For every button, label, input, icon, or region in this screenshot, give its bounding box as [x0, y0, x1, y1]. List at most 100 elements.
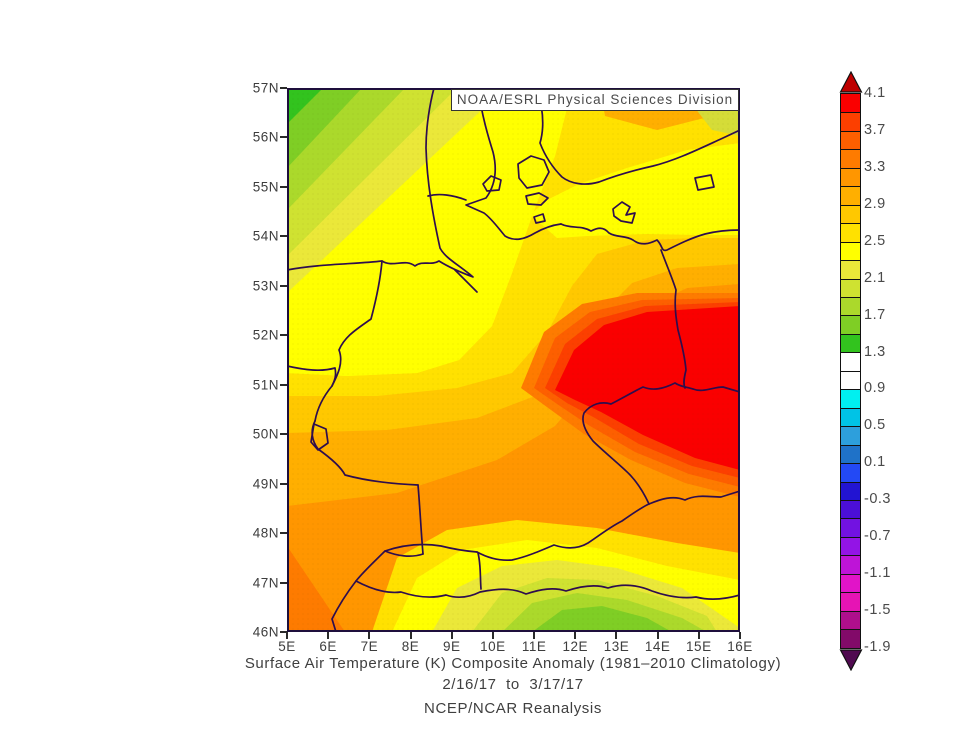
lat-tick-mark: [280, 482, 287, 485]
lat-tick-label: 46N: [252, 624, 279, 640]
colorbar-cell: [841, 592, 860, 611]
colorbar-cell: [841, 444, 860, 464]
colorbar-label: 0.9: [864, 380, 886, 397]
colorbar-cell: [841, 167, 860, 187]
border-ch-de-border: [384, 543, 478, 553]
lat-tick-label: 50N: [252, 426, 279, 442]
attribution-box: NOAA/ESRL Physical Sciences Division: [451, 89, 739, 111]
lon-tick-label: 16E: [727, 639, 753, 654]
border-oder-de-pl-border: [660, 249, 687, 389]
colorbar-cells: [840, 93, 861, 649]
lat-tick-mark: [280, 631, 287, 633]
colorbar-arrow-up: [839, 71, 862, 93]
lat-tick-mark: [280, 433, 287, 436]
colorbar-cell: [841, 130, 860, 150]
lon-tick-mark: [450, 632, 453, 639]
border-cz-at-border: [648, 490, 741, 505]
lon-tick-label: 8E: [401, 639, 420, 654]
lat-tick-label: 56N: [252, 129, 279, 145]
colorbar-label: 1.3: [864, 343, 886, 360]
border-sweden-coast: [536, 87, 741, 185]
colorbar-label: -1.1: [864, 565, 891, 582]
attribution-label: NOAA/ESRL Physical Sciences Division: [456, 92, 734, 107]
lon-tick-mark: [697, 632, 700, 639]
colorbar-label: -1.5: [864, 602, 891, 619]
colorbar-cell: [841, 463, 860, 482]
colorbar-cell: [841, 629, 860, 648]
border-de-cz-border: [582, 382, 694, 505]
colorbar-cell: [841, 260, 860, 279]
border-zealand-island: [517, 155, 550, 189]
colorbar-label: 3.3: [864, 158, 886, 175]
lat-tick-label: 47N: [252, 575, 279, 591]
lon-tick-label: 5E: [278, 639, 296, 654]
lon-tick-mark: [491, 632, 494, 639]
lat-tick-mark: [280, 185, 287, 188]
lon-tick-mark: [368, 632, 371, 639]
lon-tick-mark: [656, 632, 659, 639]
border-elbe-river: [454, 269, 478, 293]
lat-tick-mark: [280, 581, 287, 584]
border-ruegen-island: [612, 201, 636, 224]
border-lux-border: [310, 423, 329, 451]
lat-tick-label: 55N: [252, 179, 279, 195]
colorbar-label: -0.7: [864, 528, 891, 545]
border-cz-pl-border: [692, 386, 741, 393]
colorbar-cell: [841, 315, 860, 334]
chart-source: NCEP/NCAR Reanalysis: [424, 700, 602, 717]
colorbar-cell: [841, 241, 860, 261]
border-be-nl-border: [286, 365, 337, 387]
lat-tick-label: 51N: [252, 377, 279, 393]
colorbar-label: -0.3: [864, 491, 891, 508]
colorbar-cell: [841, 278, 860, 297]
colorbar-cell: [841, 610, 860, 630]
border-dk-de-border: [427, 193, 467, 201]
lon-tick-label: 7E: [360, 639, 379, 654]
lon-tick-label: 11E: [521, 639, 547, 654]
colorbar-label: 0.1: [864, 454, 886, 471]
border-fehmarn-island: [533, 213, 546, 224]
colorbar-cell: [841, 407, 860, 427]
chart-date-range: 2/16/17 to 3/17/17: [442, 676, 584, 693]
colorbar-cell: [841, 370, 860, 390]
border-funen-island: [482, 175, 502, 192]
colorbar-cell: [841, 573, 860, 593]
lat-tick-mark: [280, 136, 287, 139]
colorbar-arrow-down: [839, 648, 862, 671]
colorbar-label: 2.9: [864, 195, 886, 212]
map-canvas: [286, 87, 741, 633]
border-be-lux-fr-de-border: [311, 420, 419, 486]
lon-tick-label: 10E: [480, 639, 506, 654]
border-jutland-east-coast: [465, 87, 562, 241]
colorbar-cell: [841, 186, 860, 205]
lat-tick-mark: [280, 87, 287, 89]
lon-tick-mark: [615, 632, 618, 639]
lon-tick-mark: [574, 632, 577, 639]
lat-tick-label: 54N: [252, 228, 279, 244]
colorbar-label: -1.9: [864, 639, 891, 655]
border-bornholm-island: [694, 174, 715, 191]
border-alps-south-border: [355, 580, 741, 601]
colorbar-label: 2.1: [864, 269, 886, 286]
border-lolland-island: [525, 192, 549, 206]
lon-tick-mark: [409, 632, 412, 639]
lat-tick-mark: [280, 532, 287, 535]
lat-tick-mark: [280, 383, 287, 386]
colorbar-cell: [841, 352, 860, 371]
lon-tick-label: 14E: [644, 639, 671, 654]
border-rhine-fr-de-border: [417, 484, 424, 555]
colorbar-cell: [841, 94, 860, 113]
lat-tick-label: 48N: [252, 525, 279, 541]
chart-title: Surface Air Temperature (K) Composite An…: [244, 655, 782, 672]
lat-tick-mark: [280, 334, 287, 337]
colorbar-cell: [841, 426, 860, 445]
colorbar-label: 3.7: [864, 121, 886, 138]
lon-tick-label: 15E: [686, 639, 712, 654]
lon-tick-mark: [327, 632, 330, 639]
colorbar-cell: [841, 518, 860, 537]
lat-tick-label: 49N: [252, 476, 279, 492]
lat-tick-mark: [280, 235, 287, 238]
anomaly-map-svg: [286, 87, 741, 633]
colorbar-label: 1.7: [864, 306, 886, 323]
